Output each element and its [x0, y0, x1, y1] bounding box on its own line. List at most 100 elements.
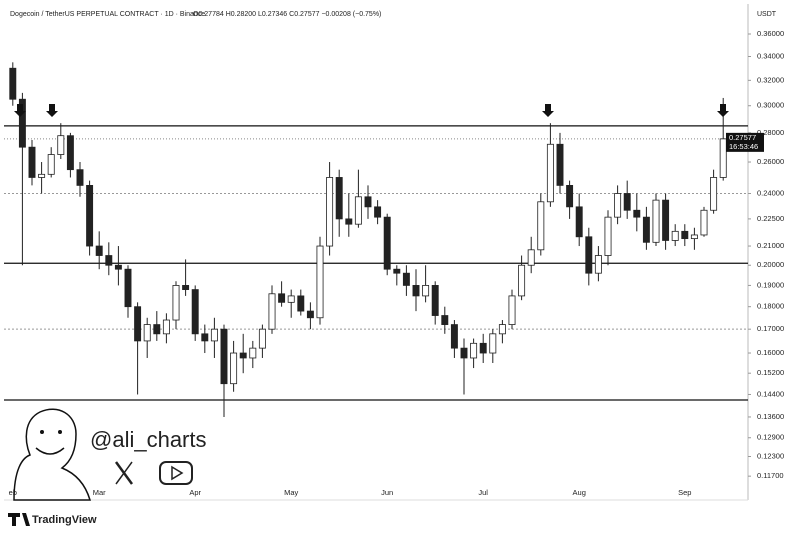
candle-body: [9, 67, 17, 100]
candle-body: [508, 295, 516, 325]
avatar-eye: [40, 430, 44, 434]
candle-body: [287, 295, 295, 303]
candle-body: [278, 293, 286, 303]
last-price-label: 0.27577: [729, 133, 756, 142]
candle-body: [546, 143, 554, 203]
candle-body: [326, 177, 334, 247]
candle-body: [258, 328, 266, 349]
candle-body: [719, 138, 727, 178]
candle-body: [210, 328, 218, 342]
candle-body: [585, 236, 593, 274]
candle-body: [297, 295, 305, 312]
candle-body: [345, 218, 353, 225]
chart-title: Dogecoin / TetherUS PERPETUAL CONTRACT ·…: [10, 11, 205, 18]
candle-body: [230, 352, 238, 385]
candle-body: [527, 249, 535, 266]
candle-body: [652, 199, 660, 243]
avatar: [13, 408, 92, 501]
candle-body: [134, 306, 142, 342]
candle-body: [671, 230, 679, 241]
candle-body: [57, 135, 65, 155]
y-tick-label: 0.12900: [757, 433, 784, 442]
candle-body: [518, 264, 526, 297]
x-tick-label: Jul: [478, 488, 488, 497]
candle-body: [662, 199, 670, 241]
candle-body: [556, 143, 564, 186]
avatar-smile: [35, 447, 65, 455]
y-tick-label: 0.32000: [757, 75, 784, 84]
candle-body: [374, 206, 382, 218]
candle-body: [479, 342, 487, 354]
candle-body: [431, 285, 439, 316]
candle-body: [239, 352, 247, 359]
avatar-eye: [58, 430, 62, 434]
x-tick-label: Jun: [381, 488, 393, 497]
candle-body: [470, 342, 478, 359]
candle-body: [306, 310, 314, 319]
candle-body: [38, 173, 46, 178]
youtube-play: [171, 465, 184, 481]
arrow: [542, 104, 554, 117]
candle-body: [66, 135, 74, 171]
y-tick-label: 0.20000: [757, 260, 784, 269]
candle-body: [28, 146, 36, 178]
candle-body: [86, 185, 94, 247]
candle-body: [642, 216, 650, 243]
candle-body: [162, 319, 170, 335]
arrow: [717, 104, 729, 117]
candle-body: [566, 185, 574, 208]
candle-body: [143, 324, 151, 342]
x-tick-label: Mar: [93, 488, 106, 497]
candle-body: [383, 216, 391, 270]
y-tick-label: 0.26000: [757, 157, 784, 166]
candle-body: [124, 268, 132, 308]
candle-body: [489, 333, 497, 354]
countdown-label: 16:53:46: [729, 142, 758, 151]
last-price-tag: [726, 132, 764, 152]
candle-body: [393, 268, 401, 274]
y-tick-label: 0.18000: [757, 302, 784, 311]
candle-body: [633, 209, 641, 218]
candle-body: [268, 293, 276, 330]
candle-body: [460, 347, 468, 359]
candle-body: [710, 177, 718, 211]
brand-name: TradingView: [32, 514, 97, 526]
candle-body: [614, 193, 622, 218]
candle-body: [201, 333, 209, 342]
candle-body: [47, 154, 55, 175]
candle-body: [498, 324, 506, 335]
y-tick-label: 0.28000: [757, 128, 784, 137]
arrow-markers: [14, 104, 729, 117]
y-tick-label: 0.11700: [757, 471, 784, 480]
x-tick-label: Aug: [573, 488, 586, 497]
y-tick-label: 0.22500: [757, 214, 784, 223]
y-tick-label: 0.34000: [757, 51, 784, 60]
y-tick-label: 0.14400: [757, 389, 784, 398]
x-icon-stroke: [115, 461, 133, 485]
x-tick-label: May: [284, 488, 298, 497]
candle-body: [191, 289, 199, 335]
candle-body: [450, 324, 458, 349]
youtube-frame: [159, 461, 193, 485]
candle-body: [412, 285, 420, 297]
candle-body: [76, 169, 84, 186]
youtube-icon: [159, 461, 193, 485]
x-tick-label: eb: [9, 488, 17, 497]
y-tick-label: 0.36000: [757, 29, 784, 38]
x-tick-label: Sep: [678, 488, 691, 497]
candle-body: [105, 255, 113, 266]
candle-body: [114, 264, 122, 270]
candle-body: [316, 245, 324, 319]
candle-body: [594, 255, 602, 274]
currency-label: USDT: [757, 11, 777, 18]
candle-body: [354, 196, 362, 225]
candle-body: [700, 209, 708, 236]
candle-body: [182, 285, 190, 290]
candle-body: [249, 347, 257, 359]
candle-body: [18, 98, 26, 148]
arrow: [14, 104, 26, 117]
y-tick-label: 0.17000: [757, 324, 784, 333]
